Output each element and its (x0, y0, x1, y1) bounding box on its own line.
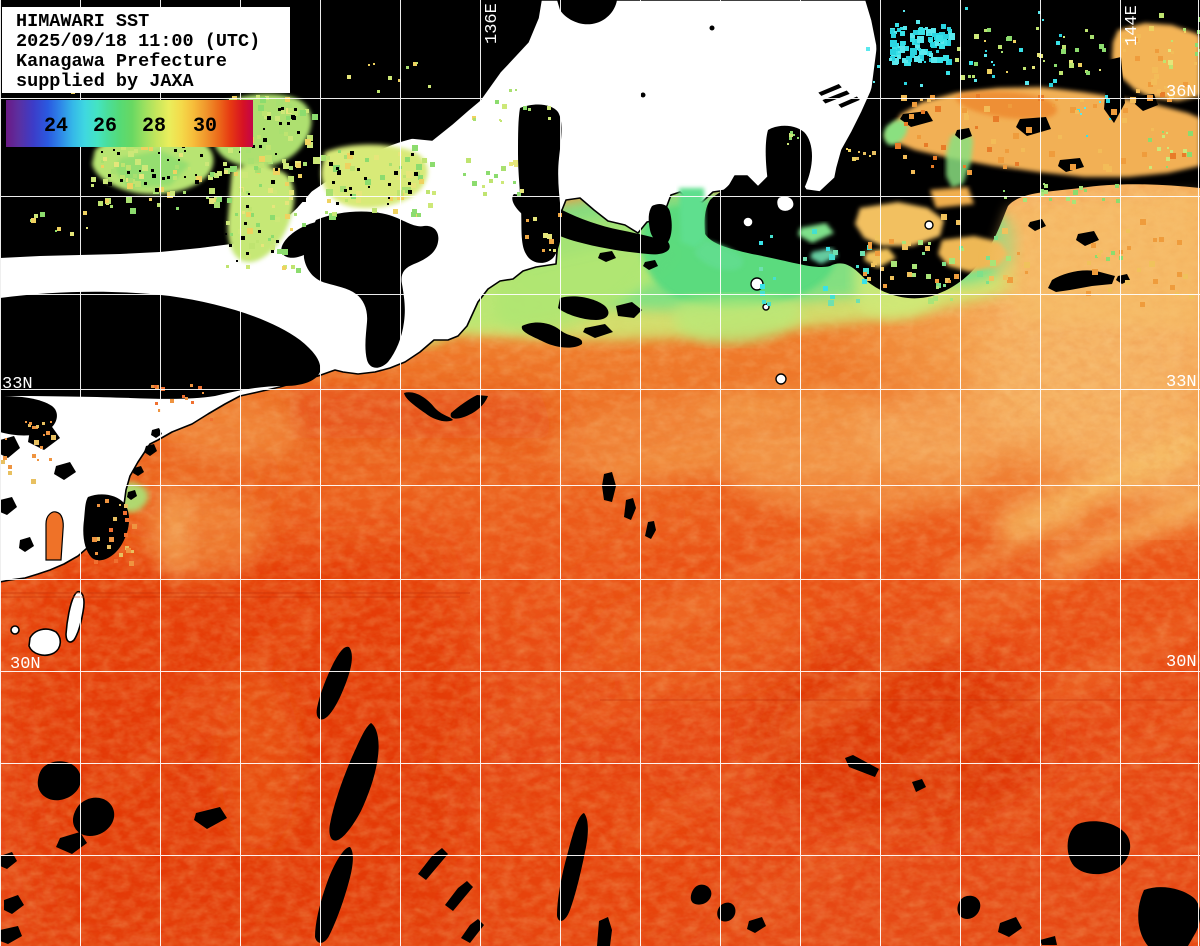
svg-text:Kanagawa Prefecture: Kanagawa Prefecture (16, 51, 227, 72)
svg-text:30N: 30N (1166, 653, 1197, 672)
svg-text:136E: 136E (483, 3, 502, 44)
svg-text:24: 24 (44, 115, 68, 138)
svg-text:28: 28 (142, 115, 166, 138)
svg-text:2025/09/18 11:00 (UTC): 2025/09/18 11:00 (UTC) (16, 31, 260, 52)
svg-text:33N: 33N (1166, 373, 1197, 392)
svg-text:HIMAWARI SST: HIMAWARI SST (16, 11, 149, 32)
svg-text:36N: 36N (1166, 83, 1197, 102)
svg-text:30: 30 (193, 115, 217, 138)
svg-text:supplied by JAXA: supplied by JAXA (16, 71, 195, 92)
svg-text:26: 26 (93, 115, 117, 138)
svg-text:33N: 33N (2, 375, 33, 394)
svg-text:30N: 30N (10, 655, 41, 674)
svg-text:144E: 144E (1123, 5, 1142, 46)
